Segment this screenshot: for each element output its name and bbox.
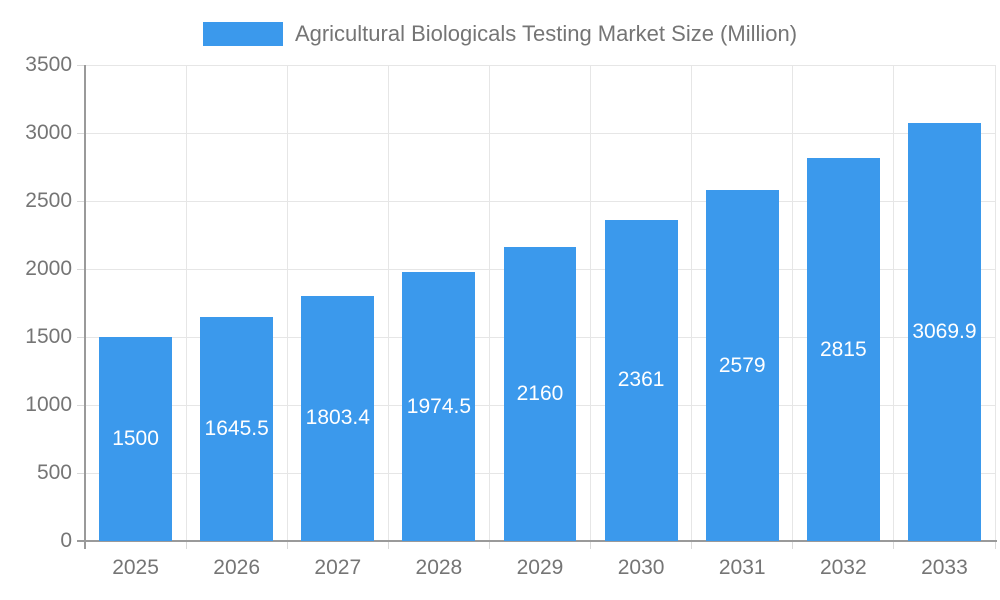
- gridline-vertical: [792, 65, 794, 541]
- gridline-vertical: [488, 65, 490, 541]
- y-tick-label: 1000: [25, 393, 72, 416]
- bar-2030[interactable]: [604, 219, 678, 541]
- gridline-vertical: [286, 65, 288, 541]
- gridline-vertical: [185, 65, 187, 541]
- y-tick-label: 500: [36, 461, 72, 484]
- y-tick-label: 3500: [25, 53, 72, 76]
- x-tick-mark: [691, 541, 693, 549]
- x-tick-label: 2027: [314, 556, 362, 579]
- bar-2025[interactable]: [99, 337, 172, 541]
- chart-title: Agricultural Biologicals Testing Market …: [294, 21, 798, 46]
- x-tick-mark: [286, 541, 288, 549]
- y-tick-mark: [77, 64, 85, 66]
- x-tick-label: 2032: [819, 556, 867, 579]
- legend-item[interactable]: Agricultural Biologicals Testing Market …: [0, 20, 1000, 48]
- y-tick-label: 0: [60, 529, 72, 552]
- x-tick-label: 2030: [617, 556, 665, 579]
- y-tick-mark: [77, 200, 85, 202]
- x-tick-mark: [488, 541, 490, 549]
- x-tick-mark: [387, 541, 389, 549]
- x-tick-label: 2029: [516, 556, 564, 579]
- bar-2032[interactable]: [806, 158, 880, 541]
- gridline-vertical: [387, 65, 389, 541]
- x-tick-mark: [893, 541, 895, 549]
- y-tick-mark: [77, 132, 85, 134]
- bar-2026[interactable]: [200, 317, 274, 541]
- x-tick-label: 2028: [415, 556, 463, 579]
- y-tick-label: 3000: [25, 121, 72, 144]
- y-tick-label: 2000: [25, 257, 72, 280]
- bar-2029[interactable]: [503, 247, 577, 541]
- y-tick-mark: [77, 472, 85, 474]
- gridline-vertical: [893, 65, 895, 541]
- y-tick-mark: [77, 404, 85, 406]
- y-tick-label: 2500: [25, 189, 72, 212]
- x-axis-line: [77, 540, 997, 542]
- y-tick-mark: [77, 336, 85, 338]
- y-tick-mark: [77, 268, 85, 270]
- x-tick-label: 2031: [718, 556, 766, 579]
- x-tick-mark: [792, 541, 794, 549]
- bar-2033[interactable]: [908, 123, 981, 541]
- gridline-vertical: [590, 65, 592, 541]
- bar-2028[interactable]: [402, 272, 476, 541]
- gridline-horizontal: [85, 64, 995, 66]
- gridline-horizontal: [85, 132, 995, 134]
- x-tick-mark: [185, 541, 187, 549]
- gridline-vertical: [994, 65, 996, 541]
- x-tick-label: 2025: [112, 556, 159, 579]
- gridline-horizontal: [85, 200, 995, 202]
- bar-2031[interactable]: [705, 190, 779, 541]
- x-tick-mark: [994, 541, 996, 549]
- legend-swatch: [202, 22, 283, 46]
- x-tick-label: 2033: [921, 556, 968, 579]
- gridline-vertical: [691, 65, 693, 541]
- x-tick-label: 2026: [213, 556, 261, 579]
- bar-2027[interactable]: [301, 295, 375, 541]
- y-axis-line: [83, 65, 86, 549]
- x-tick-mark: [590, 541, 592, 549]
- y-tick-label: 1500: [25, 325, 72, 348]
